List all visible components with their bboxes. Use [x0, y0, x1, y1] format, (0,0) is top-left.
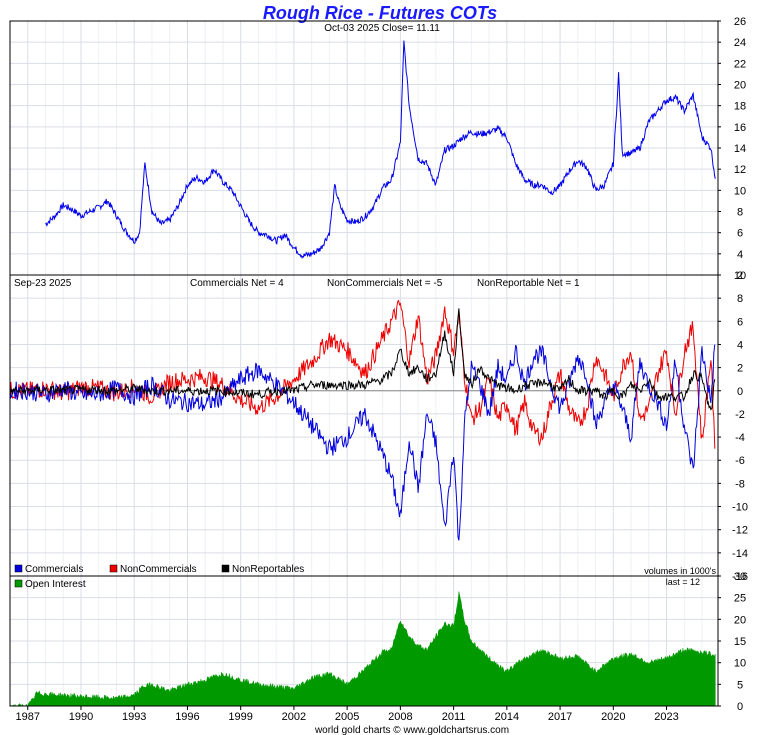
- x-tick-label: 2008: [388, 711, 412, 723]
- commercials-line: [9, 344, 716, 541]
- y-tick-label: 4: [737, 249, 743, 261]
- y-tick-label: 10: [734, 270, 746, 282]
- y-tick-label: 18: [734, 101, 746, 113]
- x-tick-label: 2017: [548, 711, 572, 723]
- y-tick-label: 8: [737, 293, 743, 305]
- x-tick-label: 1987: [16, 711, 40, 723]
- y-tick-label: 2: [737, 363, 743, 375]
- y-tick-label: 0: [737, 701, 743, 713]
- open-interest-legend-label: Open Interest: [25, 579, 86, 590]
- noncommercials-line: [9, 299, 716, 449]
- cot-series: [9, 299, 718, 541]
- y-tick-label: 14: [734, 143, 746, 155]
- x-tick-labels: 1987 1990 1993 1996 1999 2002 2005 2008 2011 2014…: [16, 706, 679, 723]
- x-tick-label: 2011: [442, 711, 466, 723]
- y-tick-label: 16: [734, 122, 746, 134]
- last-note: last = 12: [666, 577, 700, 587]
- y-tick-label: -4: [735, 432, 745, 444]
- y-tick-label: 26: [734, 16, 746, 28]
- commercials-legend-swatch: [14, 564, 23, 573]
- chart-title: Rough Rice - Futures COTs: [263, 3, 497, 23]
- y-tick-label: 15: [734, 636, 746, 648]
- commercials-legend-label: Commercials: [25, 564, 83, 575]
- y-tick-labels: 24681012141618202224261086420-2-4-6-8-10…: [718, 16, 748, 713]
- y-tick-label: 8: [737, 207, 743, 219]
- nonreportable-net-label: NonReportable Net = 1: [477, 278, 580, 289]
- y-tick-label: 24: [734, 37, 746, 49]
- y-tick-label: -12: [732, 525, 748, 537]
- y-tick-label: 6: [737, 316, 743, 328]
- y-tick-label: 30: [734, 571, 746, 583]
- x-tick-label: 2020: [601, 711, 625, 723]
- y-tick-label: 22: [734, 58, 746, 70]
- open-interest-area: [9, 591, 716, 707]
- x-tick-label: 2014: [495, 711, 519, 723]
- y-tick-label: 12: [734, 164, 746, 176]
- x-tick-label: 1996: [175, 711, 199, 723]
- cot-date: Sep-23 2025: [14, 278, 72, 289]
- noncommercials-legend-swatch: [109, 564, 118, 573]
- y-tick-label: 6: [737, 228, 743, 240]
- y-tick-label: 20: [734, 80, 746, 92]
- open-interest-series: [9, 591, 716, 707]
- nonreportables-line: [9, 308, 716, 411]
- price-subtitle: Oct-03 2025 Close= 11.11: [324, 23, 440, 34]
- y-tick-label: 10: [734, 185, 746, 197]
- x-tick-label: 1999: [228, 711, 252, 723]
- x-tick-label: 2023: [654, 711, 678, 723]
- x-tick-label: 2005: [335, 711, 359, 723]
- y-tick-label: -8: [735, 478, 745, 490]
- commercials-net-label: Commercials Net = 4: [190, 278, 284, 289]
- y-tick-label: 10: [734, 658, 746, 670]
- y-tick-label: 0: [737, 386, 743, 398]
- noncommercials-net-label: NonCommercials Net = -5: [327, 278, 443, 289]
- y-tick-label: 4: [737, 339, 743, 351]
- open-interest-legend-swatch: [14, 579, 23, 588]
- volumes-note: volumes in 1000's: [644, 566, 716, 576]
- y-tick-label: -10: [732, 502, 748, 514]
- y-tick-label: -6: [735, 455, 745, 467]
- y-tick-label: 2: [737, 270, 743, 282]
- grid-layer: [10, 21, 718, 706]
- y-tick-label: -2: [735, 409, 745, 421]
- y-tick-label: 20: [734, 614, 746, 626]
- price-series: [45, 40, 716, 260]
- y-tick-label: 5: [737, 679, 743, 691]
- nonreportables-legend-label: NonReportables: [232, 564, 304, 575]
- y-tick-label: 25: [734, 593, 746, 605]
- y-tick-label: -14: [732, 548, 748, 560]
- y-tick-label: -16: [732, 571, 748, 583]
- x-tick-label: 1993: [122, 711, 146, 723]
- footer-credit: world gold charts © www.goldchartsrus.co…: [314, 725, 509, 735]
- nonreportables-legend-swatch: [221, 564, 230, 573]
- x-tick-label: 2002: [282, 711, 306, 723]
- price-line: [45, 40, 716, 260]
- noncommercials-legend-label: NonCommercials: [120, 564, 197, 575]
- x-tick-label: 1990: [69, 711, 93, 723]
